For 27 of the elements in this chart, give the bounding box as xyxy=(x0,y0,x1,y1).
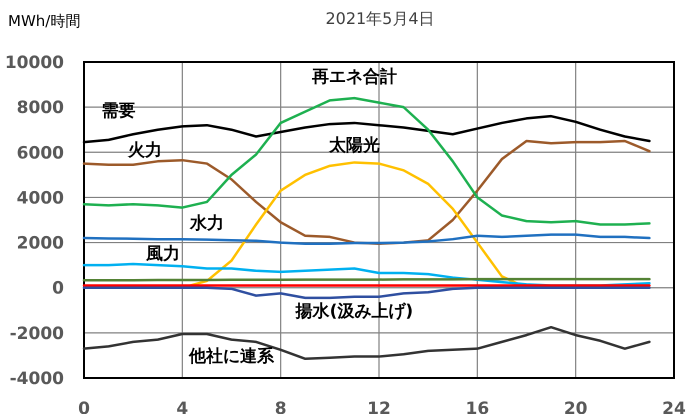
x-tick-label: 8 xyxy=(274,399,287,414)
y-tick-label: -2000 xyxy=(10,324,64,344)
series-label: 火力 xyxy=(128,140,162,161)
series-label: 再エネ合計 xyxy=(310,67,397,88)
y-tick-label: 6000 xyxy=(16,143,64,164)
y-axis-title: MWh/時間 xyxy=(8,12,80,30)
y-tick-label: 8000 xyxy=(16,98,64,118)
y-tick-label: 4000 xyxy=(16,188,64,208)
series-label: 太陽光 xyxy=(328,135,380,156)
series-label: 揚水(汲み上げ) xyxy=(294,302,414,322)
y-tick-label: 2000 xyxy=(16,234,64,254)
series-label: 他社に連系 xyxy=(188,346,275,367)
x-tick-label: 24 xyxy=(662,399,686,414)
series-label: 風力 xyxy=(144,244,180,264)
x-tick-label: 16 xyxy=(465,399,490,414)
chart-title: 2021年5月4日 xyxy=(325,9,435,28)
line-series xyxy=(82,286,651,300)
series-label: 需要 xyxy=(102,100,136,121)
y-tick-label: 0 xyxy=(52,278,64,299)
x-tick-label: 4 xyxy=(176,399,188,414)
line-series xyxy=(82,233,651,245)
x-tick-label: 12 xyxy=(367,399,391,414)
x-tick-label: 20 xyxy=(564,399,588,414)
y-tick-label: -4000 xyxy=(10,369,64,389)
y-tick-label: 10000 xyxy=(4,53,64,73)
series-label: 水力 xyxy=(188,214,224,234)
x-tick-label: 0 xyxy=(78,399,90,414)
